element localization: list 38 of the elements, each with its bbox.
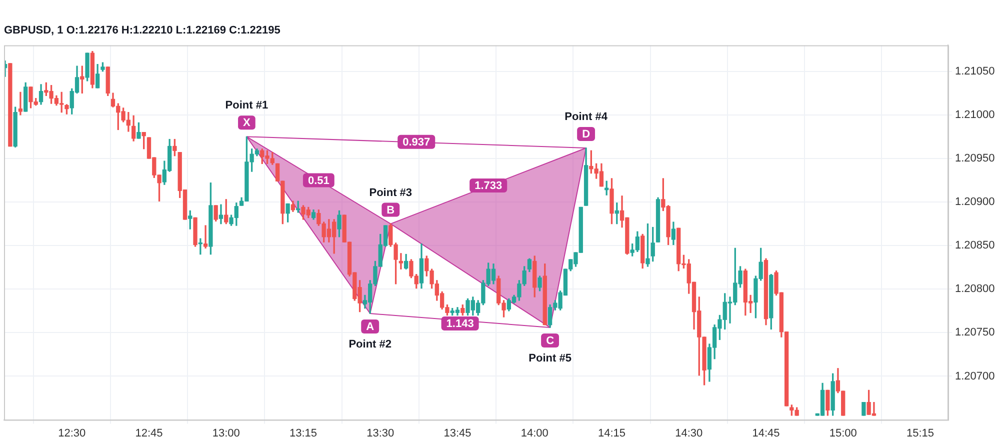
annotation: Point #4 [564, 111, 608, 124]
candlestick [218, 204, 224, 224]
annotation: Point #2 [348, 338, 392, 351]
x-tick-label: 12:30 [58, 427, 86, 440]
annotation: 1.143 [446, 318, 474, 330]
x-tick-label: 14:45 [752, 427, 780, 440]
annotation: B [386, 204, 395, 216]
x-tick-label: 15:15 [906, 427, 934, 440]
x-tick-label: 13:30 [366, 427, 394, 440]
y-tick-label: 1.20750 [955, 326, 995, 339]
annotation: A [366, 321, 374, 334]
y-tick-label: 1.20900 [955, 196, 995, 208]
candlestick [203, 225, 208, 249]
y-tick-label: 1.20950 [955, 152, 995, 164]
y-tick-label: 1.21000 [955, 108, 995, 121]
y-tick-label: 1.20700 [955, 370, 995, 382]
y-tick-label: 1.21050 [955, 65, 995, 78]
annotation: 1.733 [474, 180, 502, 192]
x-tick-label: 14:00 [520, 427, 548, 440]
y-tick-label: 1.20850 [955, 240, 995, 252]
x-tick-label: 14:15 [598, 427, 626, 440]
chart-title: GBPUSD, 1 O:1.22176 H:1.22210 L:1.22169 C:1.22195 [4, 24, 280, 37]
annotation: C [546, 334, 554, 347]
annotation: D [582, 128, 590, 141]
x-tick-label: 13:00 [212, 427, 240, 440]
annotation: X [243, 117, 252, 130]
x-tick-label: 13:45 [444, 427, 472, 440]
y-tick-label: 1.20800 [955, 283, 995, 296]
x-tick-label: 14:30 [675, 427, 703, 440]
annotation: 0.51 [308, 174, 330, 187]
x-tick-label: 13:15 [289, 427, 318, 440]
annotation: Point #5 [528, 352, 572, 364]
annotation: 0.937 [402, 136, 430, 148]
candlestick [398, 253, 404, 270]
annotation: Point #3 [369, 186, 412, 199]
annotation: Point #1 [225, 100, 268, 112]
x-tick-label: 15:00 [829, 427, 857, 440]
x-tick-label: 12:45 [135, 427, 163, 440]
